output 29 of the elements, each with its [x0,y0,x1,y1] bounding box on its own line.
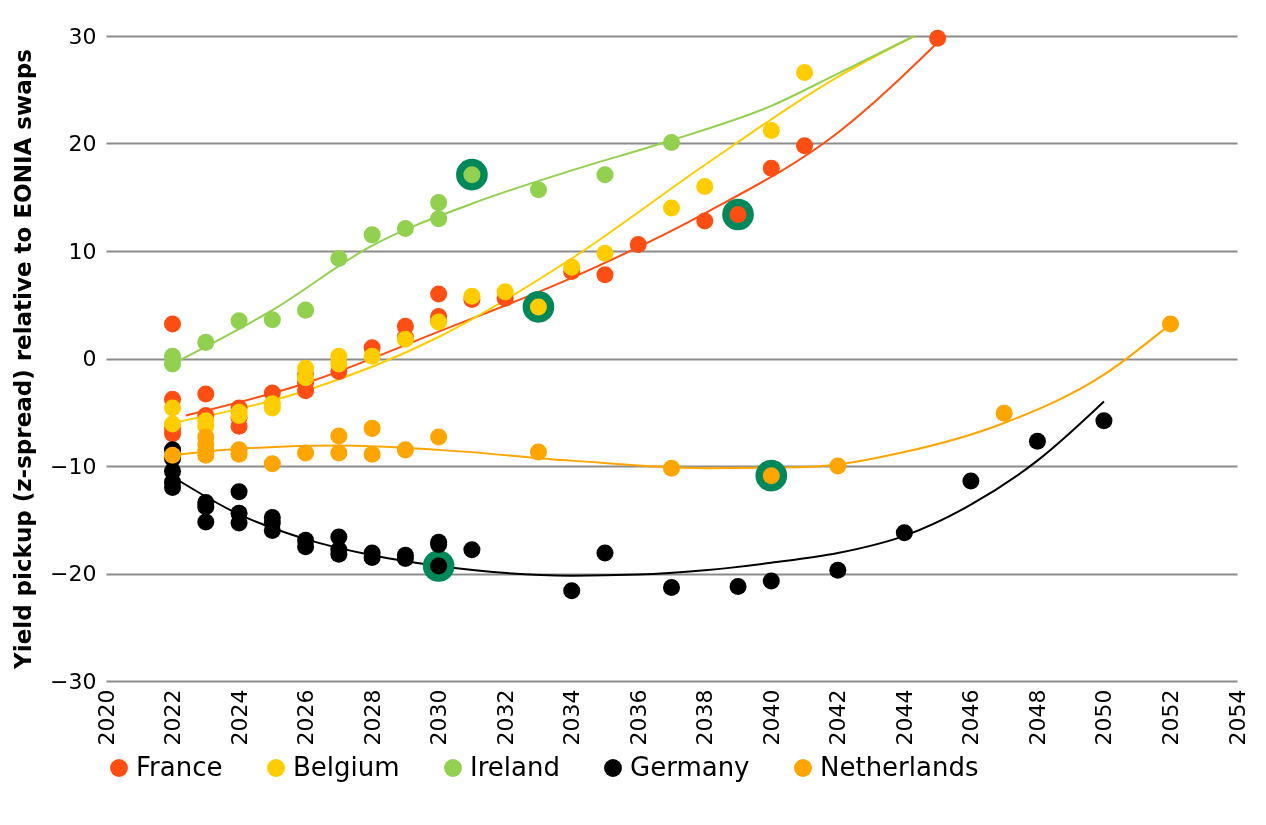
x-tick-label: 2050 [1091,689,1117,746]
x-tick-label: 2022 [160,689,186,746]
y-tick-label: 20 [68,131,97,156]
x-tick-label: 2040 [758,689,784,746]
x-tick-label: 2024 [226,689,252,746]
y-tick-label: −20 [50,561,97,586]
x-tick-label: 2048 [1024,689,1050,746]
y-tick-label: 30 [68,23,97,49]
x-tick-label: 2030 [426,689,452,746]
x-tick-label: 2046 [958,689,984,746]
x-tick-label: 2026 [293,689,319,746]
legend-label: Ireland [470,752,560,782]
x-tick-label: 2034 [559,689,585,746]
legend-label: France [136,752,223,782]
legend-label: Netherlands [820,752,979,782]
y-tick-label: 10 [68,238,97,264]
x-tick-label: 2036 [625,689,651,746]
x-tick-label: 2042 [825,689,851,746]
legend-label: Germany [630,752,750,782]
y-tick-label: −10 [50,453,97,479]
x-tick-label: 2038 [692,689,718,746]
x-tick-label: 2032 [492,689,518,746]
y-axis-title: Yield pickup (z-spread) relative to EONIA swaps [10,49,37,670]
x-tick-label: 2028 [359,689,385,746]
y-tick-label: 0 [82,346,97,371]
x-tick-label: 2054 [1224,689,1250,746]
x-tick-label: 2052 [1157,689,1183,746]
legend-label: Belgium [293,752,400,782]
x-tick-label: 2044 [891,689,917,746]
